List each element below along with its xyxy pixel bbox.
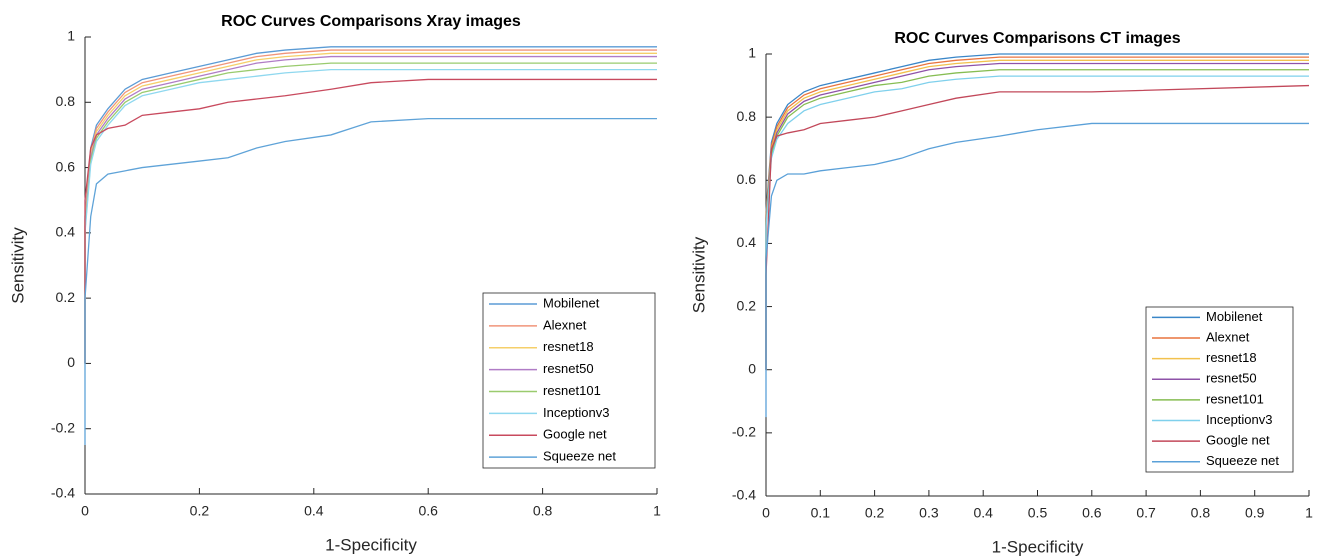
roc-curve [84, 117, 657, 446]
legend-box [1145, 306, 1294, 473]
chart-title: ROC Curves Comparisons CT images [894, 30, 1180, 47]
y-tick-label: 0.8 [737, 108, 757, 124]
roc-curve [765, 69, 1309, 370]
legend-label: resnet101 [1206, 391, 1264, 406]
x-tick-label: 0 [762, 505, 770, 521]
legend-label: resnet18 [1206, 350, 1257, 365]
legend-label: Alexnet [1206, 329, 1250, 344]
legend-label: Mobilenet [1206, 309, 1263, 324]
y-tick-label: -0.4 [51, 485, 75, 501]
y-tick-label: 0.6 [56, 158, 76, 174]
roc-curve [765, 122, 1309, 418]
x-tick-label: 1 [653, 503, 661, 519]
y-tick-label: 0.6 [737, 171, 757, 187]
x-tick-label: 0.6 [418, 503, 438, 519]
y-tick-label: 0.2 [737, 297, 757, 313]
x-tick-label: 0.8 [1191, 505, 1211, 521]
roc-curve [84, 52, 657, 364]
x-tick-label: 0.8 [533, 503, 553, 519]
legend-label: Inceptionv3 [1206, 412, 1273, 427]
x-tick-label: 0.1 [811, 505, 831, 521]
x-tick-label: 0.2 [865, 505, 885, 521]
y-tick-label: 0.4 [737, 234, 757, 250]
x-axis-label: 1-Specificity [992, 537, 1084, 556]
y-tick-label: 1 [748, 45, 756, 61]
legend-label: Google net [1206, 433, 1270, 448]
chart-title: ROC Curves Comparisons Xray images [221, 13, 521, 30]
x-tick-label: 0.4 [304, 503, 324, 519]
legend-label: resnet50 [1206, 371, 1257, 386]
y-tick-label: 0.4 [56, 224, 76, 240]
roc-curve [765, 59, 1309, 370]
x-tick-label: 0.2 [190, 503, 210, 519]
legend-label: resnet101 [543, 383, 601, 398]
x-tick-label: 1 [1305, 505, 1313, 521]
legend: Mobilenet Alexnet resnet18 resnet50 resnet10… [482, 292, 656, 469]
axes: ROC Curves Comparisons CT images 1-Specif… [689, 30, 1313, 556]
y-tick-label: -0.2 [732, 424, 756, 440]
legend-label: Google net [543, 427, 607, 442]
y-tick-label: 0.2 [56, 289, 76, 305]
y-tick-label: -0.4 [732, 487, 756, 503]
y-tick-label: 0.8 [56, 93, 76, 109]
legend-label: Squeeze net [1206, 453, 1279, 468]
x-tick-label: 0.6 [1082, 505, 1102, 521]
roc-curve [84, 68, 657, 364]
axes: ROC Curves Comparisons Xray images 1-Spec… [8, 13, 661, 554]
roc-curve [765, 84, 1310, 370]
y-axis-label: Sensitivity [689, 236, 708, 313]
legend-label: Mobilenet [543, 295, 600, 310]
y-tick-label: 0 [748, 360, 756, 376]
legend-label: resnet50 [543, 361, 594, 376]
legend-box [482, 292, 656, 469]
roc-curve [84, 62, 657, 364]
x-tick-label: 0.7 [1136, 505, 1156, 521]
roc-curve [84, 78, 657, 364]
x-tick-label: 0.5 [1028, 505, 1048, 521]
roc-curve [765, 56, 1309, 370]
legend-label: Alexnet [543, 317, 587, 332]
roc-curve [84, 55, 657, 364]
roc-curve [765, 75, 1309, 370]
roc-curve [765, 53, 1309, 370]
roc-curve [84, 49, 657, 364]
legend-label: Squeeze net [543, 449, 616, 464]
legend: Mobilenet Alexnet resnet18 resnet50 resnet10… [1145, 306, 1294, 473]
x-tick-label: 0 [81, 503, 89, 519]
x-tick-label: 0.9 [1245, 505, 1265, 521]
x-tick-label: 0.3 [919, 505, 939, 521]
y-tick-label: 1 [67, 28, 75, 44]
y-tick-label: 0 [67, 354, 75, 370]
x-axis-label: 1-Specificity [325, 535, 417, 554]
roc-curve [84, 46, 657, 364]
y-tick-label: -0.2 [51, 419, 75, 435]
x-tick-label: 0.4 [973, 505, 993, 521]
y-axis-label: Sensitivity [8, 227, 27, 304]
legend-label: resnet18 [543, 339, 594, 354]
legend-label: Inceptionv3 [543, 405, 610, 420]
